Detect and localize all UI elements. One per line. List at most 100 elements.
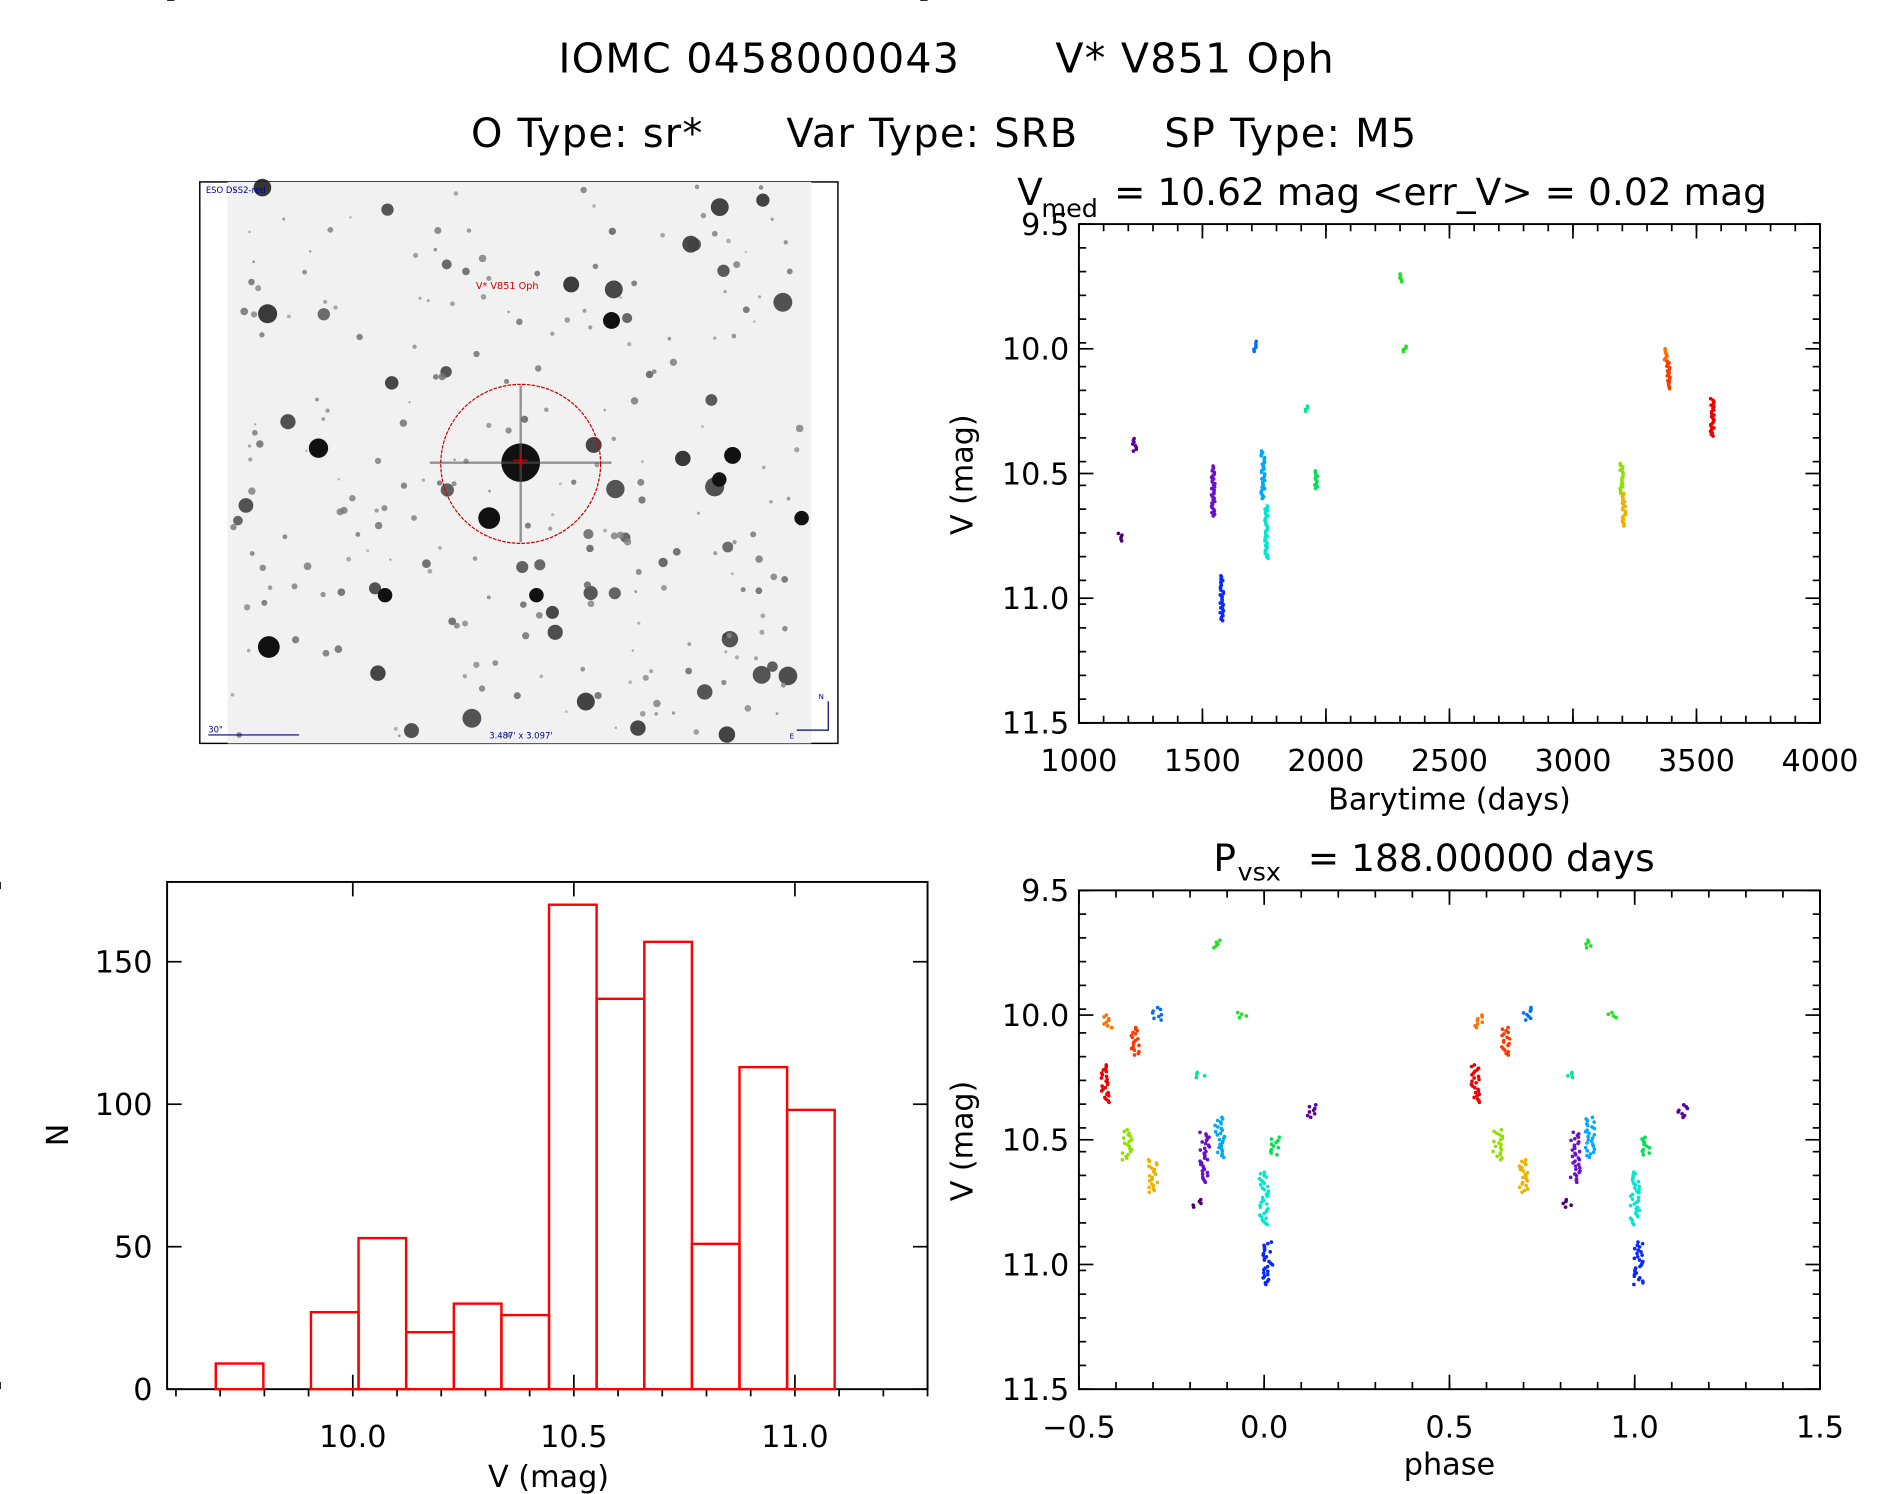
ph-xtick-label: 0.0 — [1240, 1410, 1288, 1445]
ph-data-point — [1494, 1131, 1499, 1135]
star — [516, 560, 529, 574]
star — [466, 228, 472, 233]
lc-data-point — [1620, 507, 1625, 512]
ph-data-point — [1132, 1048, 1137, 1052]
lc-data-point — [1259, 476, 1264, 481]
ph-data-point — [1585, 1118, 1590, 1123]
ph-data-point — [1499, 1147, 1504, 1152]
star — [303, 562, 312, 571]
star — [486, 422, 492, 429]
star — [246, 648, 251, 653]
star — [564, 317, 571, 323]
star — [658, 557, 668, 568]
ph-data-point — [1630, 1197, 1635, 1201]
star — [539, 674, 544, 679]
star — [608, 227, 616, 235]
ph-data-point — [1155, 1180, 1160, 1185]
star — [505, 427, 512, 434]
star — [586, 544, 594, 553]
star — [291, 583, 298, 590]
north-label: N — [819, 692, 824, 701]
ph-ytick-label: 10.0 — [1002, 999, 1069, 1034]
ph-data-point — [1200, 1172, 1205, 1176]
bright-star — [603, 312, 620, 329]
hist-xtick-label: 10.5 — [540, 1420, 607, 1455]
star — [534, 559, 546, 571]
ph-data-point — [1638, 1264, 1642, 1269]
star — [462, 267, 470, 276]
ph-data-point — [1198, 1130, 1202, 1135]
star — [583, 581, 592, 589]
star — [592, 263, 599, 270]
star — [506, 732, 511, 738]
hist-xtick-label: 11.0 — [761, 1420, 828, 1455]
star — [534, 270, 541, 277]
ph-data-point — [1136, 1051, 1141, 1056]
star — [583, 585, 598, 601]
ph-data-point — [1100, 1084, 1104, 1088]
ph-data-point — [1200, 1169, 1205, 1173]
star — [734, 655, 740, 660]
star — [393, 726, 398, 731]
star — [722, 541, 734, 553]
star — [661, 584, 667, 591]
star — [433, 247, 438, 252]
star — [721, 679, 727, 686]
star — [700, 212, 707, 219]
star — [256, 440, 264, 448]
ph-data-point — [1275, 1152, 1279, 1157]
ph-data-point — [1262, 1187, 1267, 1192]
star — [642, 674, 649, 681]
ph-data-point — [1499, 1142, 1503, 1147]
ph-data-point — [1587, 1155, 1592, 1160]
ph-data-point — [1203, 1180, 1208, 1184]
ph-data-point — [1637, 1184, 1642, 1189]
star — [473, 350, 480, 358]
ph-data-point — [1573, 1164, 1578, 1168]
star — [524, 522, 531, 529]
ph-data-point — [1574, 1173, 1579, 1178]
lc-xtick-label: 3000 — [1534, 744, 1611, 779]
star — [317, 308, 330, 321]
ph-data-point — [1264, 1282, 1268, 1287]
lc-xtick-label: 2500 — [1411, 744, 1488, 779]
ph-data-point — [1493, 1144, 1498, 1149]
ph-data-point — [1628, 1203, 1633, 1208]
ph-data-point — [1194, 1072, 1199, 1076]
ph-data-point — [1480, 1020, 1485, 1024]
star — [752, 665, 771, 684]
ph-data-point — [1474, 1025, 1479, 1030]
star — [327, 226, 334, 233]
star — [603, 528, 608, 533]
hist-ytick-label: 0 — [133, 1373, 152, 1408]
star — [267, 585, 273, 591]
ph-data-point — [1221, 1155, 1226, 1160]
ph-data-point — [1577, 1165, 1582, 1170]
ph-data-point — [1630, 1178, 1635, 1182]
star — [696, 684, 713, 700]
ph-xtick-label: 0.5 — [1425, 1410, 1473, 1445]
ph-data-point — [1592, 1147, 1597, 1152]
ph-data-point — [1590, 1136, 1595, 1140]
star — [334, 645, 343, 654]
star — [588, 325, 593, 330]
lc-data-point — [1618, 468, 1622, 472]
star — [583, 529, 594, 540]
ph-data-point — [1307, 1104, 1312, 1109]
star — [238, 498, 254, 513]
ph-data-point — [1152, 1188, 1157, 1193]
ph-data-point — [1680, 1111, 1684, 1116]
lc-data-point — [1665, 373, 1670, 378]
ph-data-point — [1217, 1137, 1222, 1142]
phase-plot: P vsx = 188.00000 days phase V (mag) −0.… — [945, 836, 1844, 1483]
star — [249, 551, 255, 556]
ph-data-point — [1476, 1074, 1481, 1079]
ph-data-point — [1470, 1079, 1474, 1084]
ph-data-point — [1312, 1111, 1317, 1116]
ph-data-point — [1577, 1157, 1582, 1162]
lc-data-point — [1711, 434, 1715, 438]
ph-data-point — [1213, 1129, 1218, 1134]
ph-data-point — [1473, 1085, 1477, 1090]
